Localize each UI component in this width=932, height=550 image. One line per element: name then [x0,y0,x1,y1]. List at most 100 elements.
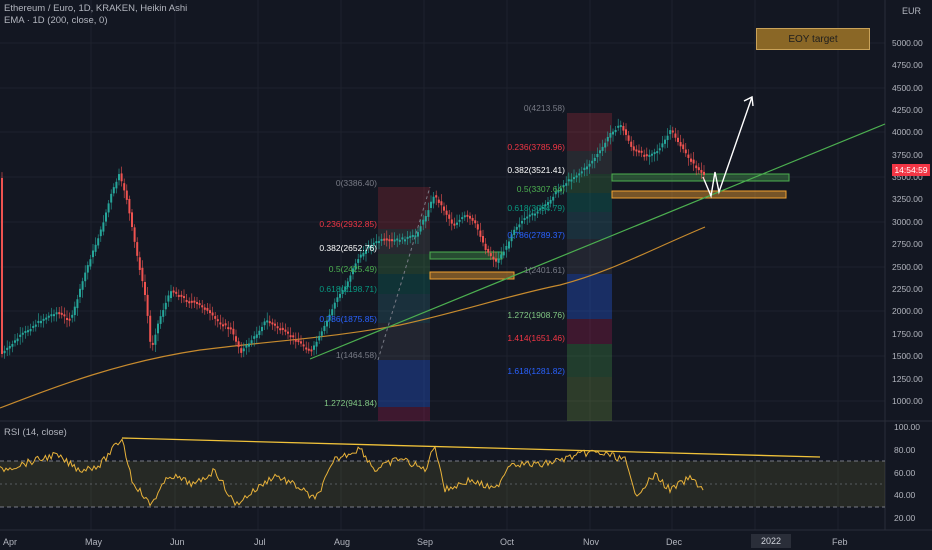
candle-body [528,214,531,217]
candle-body [224,323,227,326]
rsi-axis[interactable]: 100.00 80.00 60.00 40.00 20.00 [894,422,920,523]
time-tick: Nov [583,537,600,547]
price-tick: 1750.00 [892,329,923,339]
candle-body [261,326,263,332]
candle-body [73,306,76,316]
heikin-ashi-candles[interactable] [1,118,705,359]
candle-body [159,316,162,324]
support-zone-orange-1[interactable] [429,271,515,280]
fib-level-label: 0.786(1875.85) [319,314,377,324]
candle-body [453,223,456,226]
candle-body [430,201,432,208]
fib-retracement-1[interactable] [377,186,431,421]
candle-body [518,224,521,228]
candle-body [37,320,40,323]
candle-body [534,213,536,216]
candle-body [614,129,617,133]
candle-body [255,334,258,338]
fib-level-label: 0.382(3521.41) [507,165,565,175]
fib-level-label: 1.618(1281.82) [507,366,565,376]
candle-body [118,174,120,181]
candle-body [448,214,451,219]
candle-body [401,237,404,240]
rsi-trend-line[interactable] [121,437,821,458]
candle-body [45,317,48,320]
trend-line[interactable] [309,123,886,360]
ema-legend[interactable]: EMA · 1D (200, close, 0) [4,15,108,26]
candle-body [414,235,417,238]
candle-body [55,312,58,315]
support-zone-green-2[interactable] [611,173,790,182]
candle-body [128,198,131,214]
candle-body [81,281,84,290]
rsi-line[interactable] [0,438,704,507]
candle-body [593,157,596,162]
fib-level-label: 0(3386.40) [336,178,377,188]
candle-body [666,135,669,141]
candle-body [578,173,581,176]
projection-path[interactable] [702,96,753,199]
price-tick: 4000.00 [892,127,923,137]
candle-body [190,300,193,303]
candle-body [443,206,445,211]
candle-body [105,212,107,222]
candle-body [419,226,422,232]
candle-body [669,130,672,135]
time-axis[interactable]: Apr May Jun Jul Aug Sep Oct Nov Dec Feb [3,537,848,547]
candle-body [575,175,578,178]
rsi-tick: 80.00 [894,445,916,455]
fib-retracement-2[interactable] [567,113,612,421]
candle-body [211,312,214,316]
candle-body [687,154,690,158]
rsi-tick: 60.00 [894,468,916,478]
candle-body [690,158,692,162]
price-axis[interactable]: 5000.00 4750.00 4500.00 4250.00 4000.00 … [892,38,923,406]
candle-body [94,244,97,252]
candle-body [476,224,479,230]
eoy-target-note[interactable]: EOY target [756,28,870,50]
candle-body [677,137,679,143]
candle-body [323,325,326,331]
fib-level-label: 1.272(1908.76) [507,310,565,320]
time-tick: May [85,537,103,547]
candle-body [209,310,211,314]
candle-body [172,290,175,293]
candle-body [411,234,414,237]
rsi-legend[interactable]: RSI (14, close) [4,427,67,438]
candle-body [648,154,651,157]
candle-body [450,219,453,224]
candle-body [284,329,287,332]
candle-body [232,328,235,335]
candle-body [276,326,279,329]
currency-label[interactable]: EUR [902,6,922,16]
candle-body [684,149,687,154]
candle-body [201,305,204,308]
candle-body [89,259,92,267]
candle-body [144,281,146,295]
year-marker: 2022 [751,534,791,548]
fib-level-label: 0.5(3307.64) [517,184,565,194]
candle-body [375,241,378,244]
arrow-head-icon [743,95,754,107]
candle-body [502,251,505,256]
candle-body [630,141,633,147]
candle-body [34,324,37,327]
candle-body [638,150,640,153]
candle-body [258,330,261,335]
candle-body [383,238,386,241]
support-zone-orange-2[interactable] [611,190,787,199]
candle-body [206,307,209,311]
candle-body [102,222,105,232]
chart-legend[interactable]: Ethereum / Euro, 1D, KRAKEN, Heikin Ashi… [4,3,187,27]
candle-body [253,336,256,339]
candle-body [380,239,383,242]
candle-body [671,130,674,133]
price-tick: 1250.00 [892,374,923,384]
candle-body [229,327,232,330]
symbol-title[interactable]: Ethereum / Euro, 1D, KRAKEN, Heikin Ashi [4,3,188,14]
candle-body [84,272,87,282]
candle-body [216,319,219,322]
candle-body [193,300,196,303]
candle-body [661,143,664,148]
